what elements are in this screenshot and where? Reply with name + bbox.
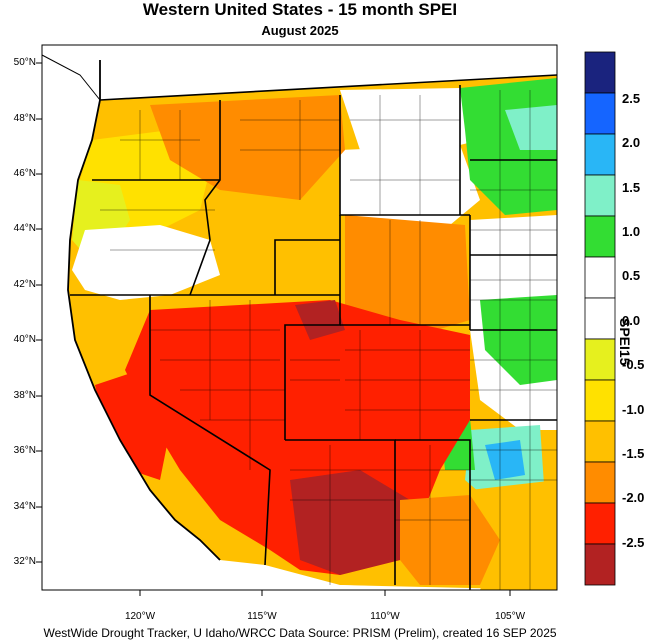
- region-darkorange-wyoming: [345, 215, 470, 335]
- lon-label-110: 110°W: [370, 611, 400, 622]
- lat-label-48: 48°N: [13, 113, 36, 124]
- lat-label-50: 50°N: [13, 57, 36, 68]
- colorbar-title: SPEI15: [617, 318, 633, 366]
- colorbar-label: 1.5: [622, 180, 641, 195]
- map-frame: [41, 44, 558, 591]
- colorbar-label: 0.5: [622, 268, 641, 283]
- region-darkred-utah: [295, 300, 345, 340]
- lat-label-34: 34°N: [13, 501, 36, 512]
- colorbar: [584, 51, 616, 586]
- colorbar-bin: [584, 338, 616, 381]
- lon-label-105: 105°W: [494, 611, 526, 622]
- colorbar-bin: [584, 215, 616, 258]
- region-neutral-oregon: [72, 225, 220, 300]
- colorbar-bin: [584, 174, 616, 217]
- colorbar-bin: [584, 256, 616, 299]
- colorbar-label: 0.0: [622, 313, 641, 328]
- region-red-calcoast: [95, 370, 170, 480]
- colorbar-bin: [584, 92, 616, 135]
- region-aqua-nd: [505, 105, 557, 150]
- colorbar-bin: [584, 297, 616, 340]
- region-orange-nm-south: [400, 495, 500, 585]
- colorbar-label: 1.0: [622, 224, 641, 239]
- colorbar-bin: [584, 502, 616, 545]
- colorbar-label: 2.5: [622, 91, 641, 106]
- pacific-ocean: [42, 45, 220, 590]
- region-neutral-wyoming: [340, 145, 480, 225]
- colorbar-label: -2.0: [622, 490, 645, 505]
- canada-border: [42, 54, 101, 101]
- mexico: [207, 565, 557, 590]
- colorbar-label: -0.5: [622, 357, 645, 372]
- region-neutral-montana: [340, 88, 480, 150]
- region-green-colorado-plains: [480, 295, 557, 385]
- lat-label-40: 40°N: [13, 334, 36, 345]
- colorbar-bin: [584, 420, 616, 463]
- lat-label-46: 46°N: [13, 168, 36, 179]
- colorbar-label: -1.5: [622, 446, 645, 461]
- footer-credit: WestWide Drought Tracker, U Idaho/WRCC D…: [43, 626, 557, 640]
- lat-label-32: 32°N: [13, 556, 36, 567]
- county-boundaries: [100, 90, 557, 590]
- lat-ticks: [36, 62, 42, 563]
- region-darkred-arizona: [290, 470, 410, 575]
- colorbar-label: -1.0: [622, 402, 645, 417]
- region-darkorange-central: [150, 95, 345, 200]
- lat-label-44: 44°N: [13, 223, 36, 234]
- colorbar-bin: [584, 543, 616, 586]
- colorbar-bin: [584, 51, 616, 94]
- coastline: [67, 60, 221, 561]
- lon-label-115: 115°W: [247, 611, 277, 622]
- lon-label-120: 120°W: [124, 611, 156, 622]
- colorbar-bin: [584, 133, 616, 176]
- map-subtitle: August 2025: [261, 23, 339, 38]
- lat-label-36: 36°N: [13, 445, 36, 456]
- colorbar-label: 2.0: [622, 135, 641, 150]
- colorbar-label: -2.5: [622, 535, 645, 550]
- lat-label-42: 42°N: [13, 279, 36, 290]
- colorbar-bin: [584, 379, 616, 422]
- region-lightorange-nm: [470, 480, 557, 590]
- map-title: Western United States - 15 month SPEI: [142, 0, 458, 19]
- lon-ticks: [139, 590, 511, 596]
- lat-label-38: 38°N: [13, 390, 36, 401]
- colorbar-bin: [584, 461, 616, 504]
